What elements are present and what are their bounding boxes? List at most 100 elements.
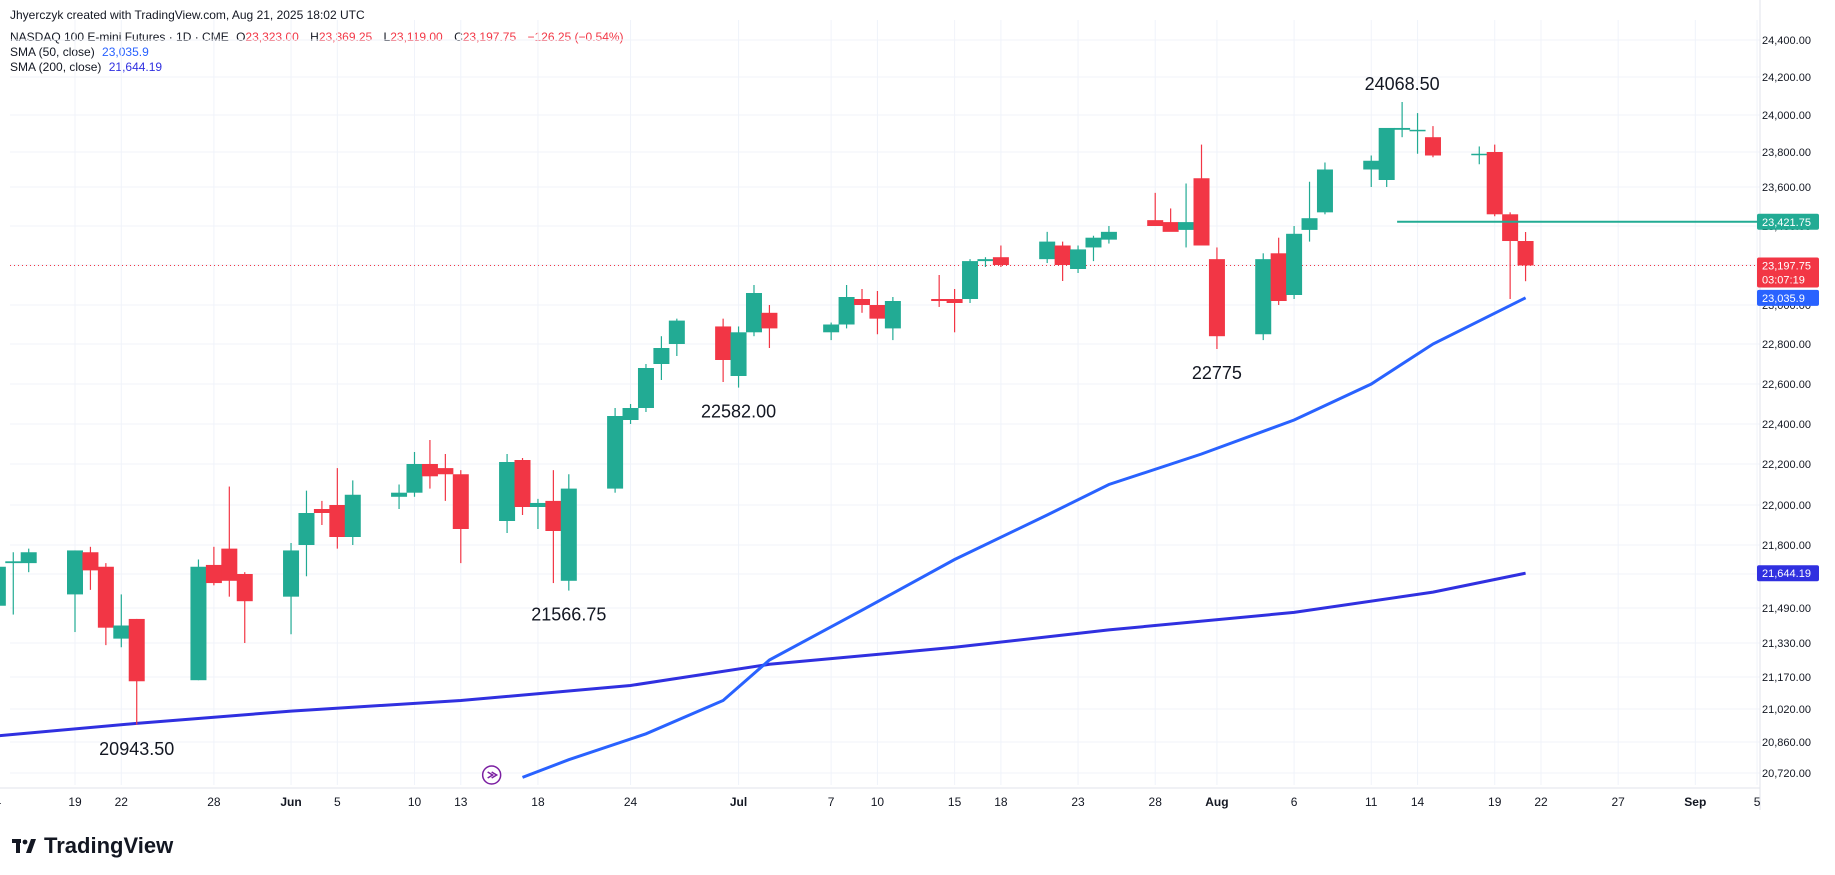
candle-body — [1394, 127, 1411, 130]
candle-body — [283, 550, 300, 597]
candle-body — [1517, 241, 1534, 266]
axis-price-label: 21,644.19 — [1762, 568, 1811, 580]
candle-body — [637, 368, 654, 408]
candle-body — [1301, 218, 1318, 230]
candle-body — [205, 564, 222, 584]
candle-body — [1054, 245, 1071, 265]
candle-body — [1147, 220, 1164, 226]
tradingview-logo-icon — [12, 839, 36, 853]
sma50-legend[interactable]: SMA (50, close) 23,035.9 — [10, 45, 153, 59]
time-tick-label: 28 — [1149, 795, 1163, 809]
time-tick-label: Jun — [280, 795, 301, 809]
time-tick-label: 13 — [454, 795, 468, 809]
candle-body — [329, 505, 346, 537]
candle-body — [97, 566, 114, 628]
sma200-value: 21,644.19 — [108, 60, 163, 74]
candle-body — [0, 566, 6, 606]
candle-body — [622, 408, 639, 420]
candle-body — [1100, 231, 1117, 240]
candle-body — [421, 464, 438, 477]
candle-body — [869, 305, 886, 319]
candle-body — [1178, 222, 1195, 230]
time-tick-label: 5 — [334, 795, 341, 809]
brand[interactable]: TradingView — [12, 833, 173, 859]
candle-body — [344, 494, 361, 537]
candle-body — [1085, 237, 1102, 248]
candle-body — [452, 474, 469, 529]
sma50-line — [521, 296, 1527, 779]
candle-body — [931, 299, 948, 301]
price-annotation: 21566.75 — [531, 605, 606, 625]
sma50-label: SMA (50, close) — [10, 45, 95, 59]
time-tick-label: 18 — [531, 795, 545, 809]
price-tick-label: 21,490.00 — [1762, 603, 1811, 615]
time-tick-label: 19 — [68, 795, 82, 809]
time-tick-label: 7 — [828, 795, 835, 809]
price-tick-label: 22,000.00 — [1762, 500, 1811, 512]
candle-body — [1070, 249, 1087, 269]
candle-body — [499, 462, 516, 521]
candle-body — [236, 574, 253, 602]
candle-body — [529, 502, 546, 507]
candle-body — [82, 552, 99, 571]
time-tick-label: 22 — [115, 795, 129, 809]
brand-name: TradingView — [44, 833, 174, 858]
time-tick-label: 10 — [408, 795, 422, 809]
candle-body — [313, 509, 330, 513]
candle-body — [1409, 129, 1426, 132]
time-tick-label: 22 — [1534, 795, 1548, 809]
candle-body — [838, 297, 855, 325]
axis-price-label-bg — [1757, 257, 1819, 288]
countdown-label: 03:07:19 — [1762, 274, 1805, 286]
axis-price-label-bg — [1757, 565, 1819, 582]
candle-body — [607, 416, 624, 489]
time-tick-label: Aug — [1205, 795, 1228, 809]
candle-body — [1316, 169, 1333, 213]
time-tick-label: 24 — [624, 795, 638, 809]
price-annotation: 20943.50 — [99, 739, 174, 759]
price-tick-label: 22,800.00 — [1762, 339, 1811, 351]
sma200-legend[interactable]: SMA (200, close) 21,644.19 — [10, 60, 166, 74]
price-tick-label: 21,800.00 — [1762, 540, 1811, 552]
low-label: L — [383, 30, 391, 44]
candle-body — [962, 261, 979, 299]
candle-body — [745, 293, 762, 333]
time-tick-label: 28 — [207, 795, 221, 809]
time-tick-label: 5 — [1754, 795, 1761, 809]
candle-body — [653, 348, 670, 364]
candle-body — [1039, 241, 1056, 260]
price-tick-label: 22,200.00 — [1762, 459, 1811, 471]
candle-body — [1193, 178, 1210, 246]
sma50-value: 23,035.9 — [102, 45, 149, 59]
price-tick-label: 20,720.00 — [1762, 768, 1811, 780]
candle-body — [884, 301, 901, 329]
time-tick-label: 14 — [1411, 795, 1425, 809]
candle-body — [1162, 222, 1179, 232]
candle-body — [668, 320, 685, 344]
candle-body — [715, 326, 732, 360]
time-tick-label: 15 — [948, 795, 962, 809]
candle-body — [1208, 259, 1225, 337]
candle-body — [221, 548, 238, 581]
candle-body — [977, 259, 994, 262]
time-tick-label: Jul — [730, 795, 747, 809]
price-tick-label: 21,020.00 — [1762, 704, 1811, 716]
axis-price-label: 23,035.9 — [1762, 293, 1805, 305]
axis-price-label: 23,197.75 — [1762, 260, 1811, 272]
price-tick-label: 21,170.00 — [1762, 672, 1811, 684]
price-annotation: 22582.00 — [701, 402, 776, 422]
candle-body — [391, 492, 408, 497]
candle-body — [437, 468, 454, 475]
price-tick-label: 20,860.00 — [1762, 737, 1811, 749]
candle-body — [1502, 214, 1519, 242]
candle-body — [545, 500, 562, 531]
price-tick-label: 22,600.00 — [1762, 379, 1811, 391]
candle-body — [67, 550, 83, 595]
high-label: H — [310, 30, 319, 44]
price-annotation: 24068.50 — [1365, 74, 1440, 94]
candle-body — [406, 464, 423, 493]
candle-body — [1255, 259, 1272, 335]
candle-body — [1486, 152, 1503, 215]
open-label: O — [236, 30, 246, 44]
